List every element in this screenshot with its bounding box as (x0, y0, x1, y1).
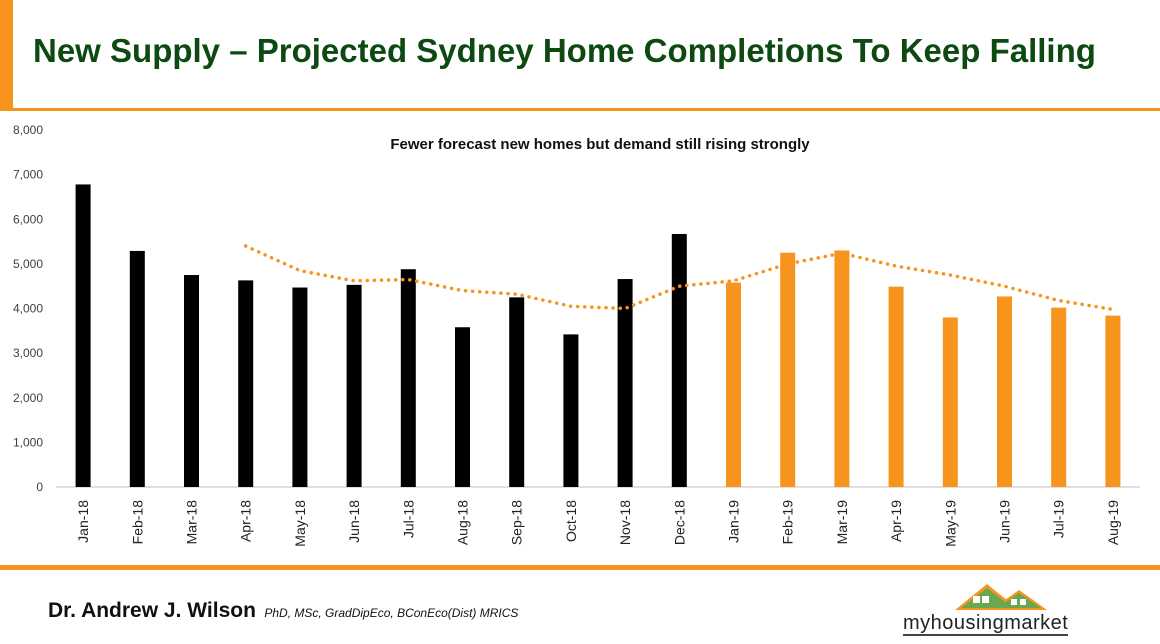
house-roof-icon (955, 584, 1047, 610)
x-tick-label: Jan-19 (726, 500, 742, 543)
x-tick-label: Jan-18 (75, 500, 91, 543)
x-tick-label: Sep-18 (509, 500, 525, 545)
left-accent-bar (0, 0, 13, 110)
bar-series (75, 184, 1121, 487)
x-tick-label: Aug-19 (1105, 500, 1121, 545)
forecast-bar (1051, 307, 1067, 487)
y-tick-label: 6,000 (13, 212, 43, 226)
forecast-bar (1105, 315, 1121, 487)
trend-line (243, 244, 1115, 312)
x-axis-ticks: Jan-18 Feb-18 Mar-18 Apr-18 May-18 Jun-18 Jul-… (75, 500, 1121, 547)
y-tick-label: 0 (36, 480, 43, 494)
actual-bar (238, 280, 254, 487)
actual-bar (671, 233, 687, 487)
actual-bar (509, 297, 525, 487)
forecast-bar (780, 252, 796, 487)
trend-series (243, 244, 1115, 312)
y-tick-label: 2,000 (13, 391, 43, 405)
actual-bar (617, 279, 633, 487)
y-axis-ticks: 0 1,000 2,000 3,000 4,000 5,000 6,000 7,000 8,00… (13, 123, 43, 494)
forecast-bar (888, 286, 904, 487)
x-tick-label: May-19 (942, 500, 958, 547)
x-tick-label: Apr-19 (888, 500, 904, 542)
x-tick-label: Jun-18 (346, 500, 362, 543)
footer-divider (0, 565, 1160, 570)
y-tick-label: 3,000 (13, 346, 43, 360)
author-credit: Dr. Andrew J. Wilson PhD, MSc, GradDipEc… (48, 599, 518, 623)
chart-title: Fewer forecast new homes but demand stil… (390, 136, 810, 153)
y-tick-label: 8,000 (13, 123, 43, 137)
myhousingmarket-logo: myhousingmarket (895, 578, 1115, 640)
x-tick-label: Apr-18 (238, 500, 254, 542)
author-credentials: PhD, MSc, GradDipEco, BConEco(Dist) MRIC… (264, 606, 519, 620)
actual-bar (346, 284, 362, 487)
forecast-bar (997, 296, 1012, 487)
x-tick-label: Jul-18 (400, 500, 416, 538)
x-tick-label: Aug-18 (455, 500, 471, 545)
slide-title: New Supply – Projected Sydney Home Compl… (33, 32, 1096, 69)
x-tick-label: May-18 (292, 500, 308, 547)
forecast-bar (834, 250, 850, 487)
forecast-bar (726, 282, 741, 487)
actual-bar (455, 327, 470, 487)
y-tick-label: 1,000 (13, 435, 43, 449)
actual-bar (400, 269, 416, 487)
y-tick-label: 5,000 (13, 257, 43, 271)
x-tick-label: Jun-19 (997, 500, 1013, 543)
actual-bar (75, 184, 91, 487)
x-tick-label: Feb-19 (780, 500, 796, 545)
completions-chart: Fewer forecast new homes but demand stil… (13, 123, 1140, 547)
x-tick-label: Mar-18 (184, 500, 200, 545)
actual-bar (292, 287, 308, 487)
author-name: Dr. Andrew J. Wilson (48, 599, 256, 622)
y-tick-label: 7,000 (13, 168, 43, 182)
actual-bar (184, 275, 199, 487)
x-tick-label: Jul-19 (1051, 500, 1067, 538)
actual-bar (129, 250, 145, 487)
header-divider (0, 108, 1160, 111)
logo-text: myhousingmarket (903, 612, 1069, 636)
forecast-bar (942, 317, 958, 487)
x-tick-label: Feb-18 (129, 500, 145, 545)
x-tick-label: Mar-19 (834, 500, 850, 545)
y-tick-label: 4,000 (13, 302, 43, 316)
x-tick-label: Oct-18 (563, 500, 579, 542)
actual-bar (563, 334, 579, 487)
x-tick-label: Dec-18 (671, 500, 687, 545)
x-tick-label: Nov-18 (617, 500, 633, 545)
